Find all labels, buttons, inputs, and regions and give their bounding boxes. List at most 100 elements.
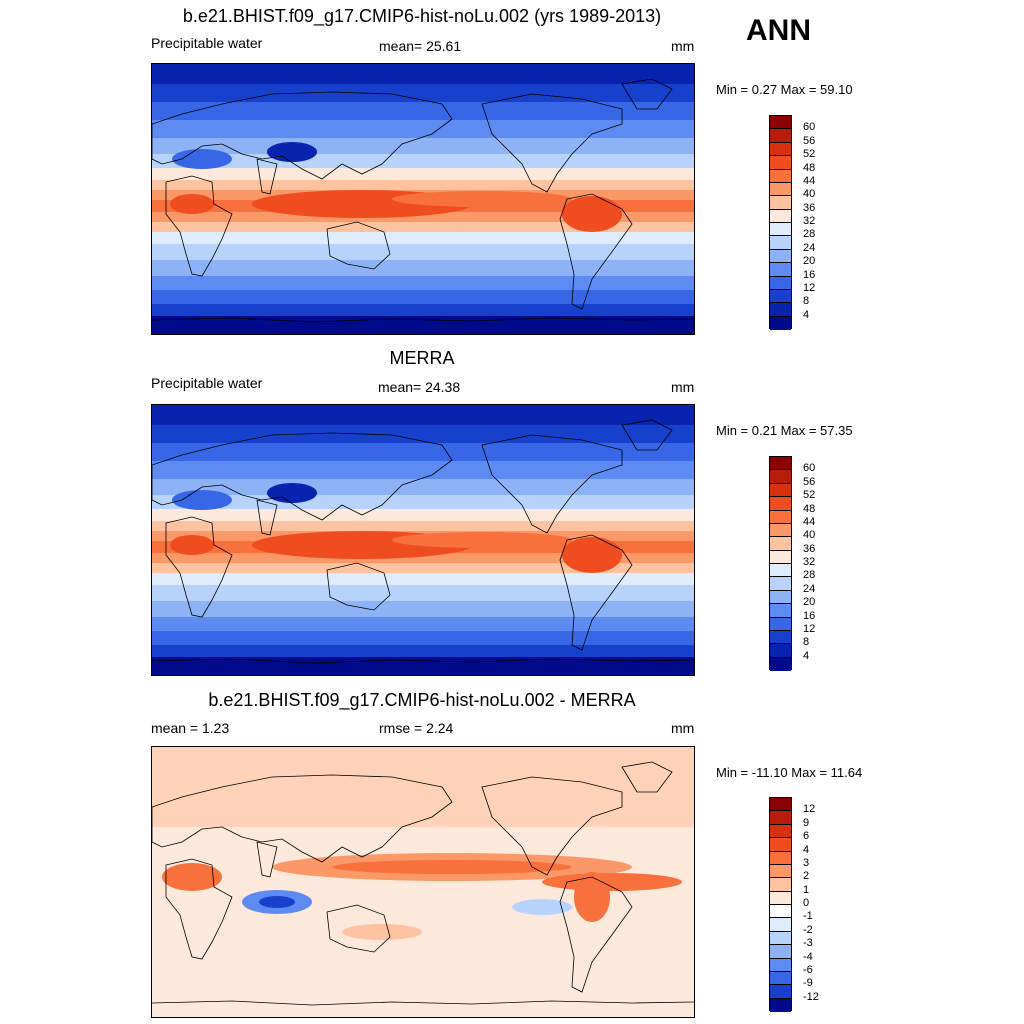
colorbar-swatch [770,209,791,223]
colorbar-swatch [770,483,791,498]
colorbar-swatch [770,303,791,317]
colorbar-tick-label: 52 [803,489,816,502]
colorbar-swatch [770,276,791,290]
colorbar-tick-label: 36 [803,201,816,214]
panel-2-minmax: Min = 0.21 Max = 57.35 [716,423,853,438]
colorbar-swatch [770,470,791,484]
panel-3-mean-label: mean = 1.23 [151,720,230,736]
colorbar-tick-label: 12 [803,281,816,294]
colorbar-swatch [770,630,791,645]
panel-3-units-label: mm [671,720,695,736]
colorbar-swatch [770,824,791,839]
colorbar-swatch [770,811,791,825]
panel-3-rmse-label: rmse = 2.24 [379,720,454,736]
colorbar-tick-label: 56 [803,134,816,147]
panel-2-colorbar [769,456,792,671]
panel-3-title: b.e21.BHIST.f09_g17.CMIP6-hist-noLu.002 … [208,690,636,710]
colorbar-swatch [770,590,791,605]
colorbar-tick-label: 16 [803,609,816,622]
colorbar-swatch [770,289,791,304]
colorbar-swatch [770,617,791,631]
colorbar-swatch [770,604,791,618]
colorbar-swatch [770,985,791,999]
panel-1-units-label: mm [671,38,695,54]
panel-1-mean-label: mean= 25.61 [379,38,462,54]
colorbar-swatch [770,550,791,564]
colorbar-swatch [770,798,791,812]
colorbar-swatch [770,196,791,210]
colorbar-tick-label: 44 [803,174,816,187]
colorbar-swatch [770,891,791,905]
colorbar-swatch [770,156,791,170]
colorbar-tick-label: 4 [803,649,810,662]
panel-1-map [151,63,695,335]
colorbar-swatch [770,129,791,143]
colorbar-tick-label: 4 [803,843,810,856]
colorbar-swatch [770,657,791,671]
colorbar-tick-label: 52 [803,148,816,161]
colorbar-swatch [770,236,791,250]
colorbar-swatch [770,851,791,865]
colorbar-tick-label: 32 [803,215,816,227]
colorbar-tick-label: 8 [803,295,810,308]
colorbar-tick-label: -12 [803,990,819,1003]
colorbar-swatch [770,510,791,524]
season-label: ANN [746,14,811,47]
colorbar-tick-label: -1 [803,910,813,923]
colorbar-tick-label: 28 [803,569,816,582]
panel-1-colorbar [769,115,792,330]
panel-3-minmax: Min = -11.10 Max = 11.64 [716,765,863,780]
colorbar-swatch [770,457,791,471]
colorbar-swatch [770,945,791,959]
colorbar-tick-label: 48 [803,502,816,515]
colorbar-tick-label: 24 [803,241,816,254]
colorbar-tick-label: 0 [803,897,810,909]
colorbar-swatch [770,577,791,591]
colorbar-swatch [770,931,791,946]
colorbar-tick-label: 24 [803,582,816,595]
colorbar-tick-label: -2 [803,923,813,936]
colorbar-tick-label: 60 [803,462,816,475]
colorbar-tick-label: 40 [803,529,816,542]
panel-3-map [151,746,695,1018]
colorbar-swatch [770,142,791,157]
colorbar-tick-label: 20 [803,255,816,268]
panel-2-map [151,404,695,676]
colorbar-swatch [770,182,791,197]
colorbar-swatch [770,263,791,277]
colorbar-tick-label: -6 [803,963,813,976]
colorbar-swatch [770,864,791,879]
colorbar-tick-label: 16 [803,268,816,281]
colorbar-tick-label: -9 [803,977,813,990]
colorbar-tick-label: 4 [803,308,810,321]
colorbar-tick-label: 32 [803,556,816,568]
panel-2-variable-label: Precipitable water [151,375,263,391]
panel-3-colorbar [769,797,792,1012]
colorbar-swatch [770,116,791,130]
colorbar-tick-label: 36 [803,542,816,555]
colorbar-swatch [770,905,791,919]
colorbar-tick-label: -4 [803,950,813,963]
panel-2-title: MERRA [389,348,455,368]
colorbar-tick-label: -3 [803,937,813,950]
colorbar-swatch [770,497,791,511]
colorbar-swatch [770,958,791,972]
colorbar-tick-label: 12 [803,803,816,816]
colorbar-swatch [770,249,791,264]
colorbar-swatch [770,523,791,538]
panel-1-title: b.e21.BHIST.f09_g17.CMIP6-hist-noLu.002 … [182,6,662,26]
colorbar-swatch [770,537,791,551]
colorbar-swatch [770,223,791,237]
panel-1-variable-label: Precipitable water [151,35,263,51]
colorbar-tick-label: 60 [803,121,816,134]
colorbar-tick-label: 40 [803,188,816,201]
colorbar-swatch [770,169,791,183]
colorbar-tick-label: 6 [803,830,810,843]
colorbar-tick-label: 44 [803,515,816,528]
colorbar-tick-label: 20 [803,596,816,609]
colorbar-swatch [770,316,791,330]
colorbar-tick-label: 28 [803,228,816,241]
colorbar-swatch [770,564,791,578]
colorbar-swatch [770,644,791,658]
panel-2-mean-label: mean= 24.38 [378,379,461,395]
